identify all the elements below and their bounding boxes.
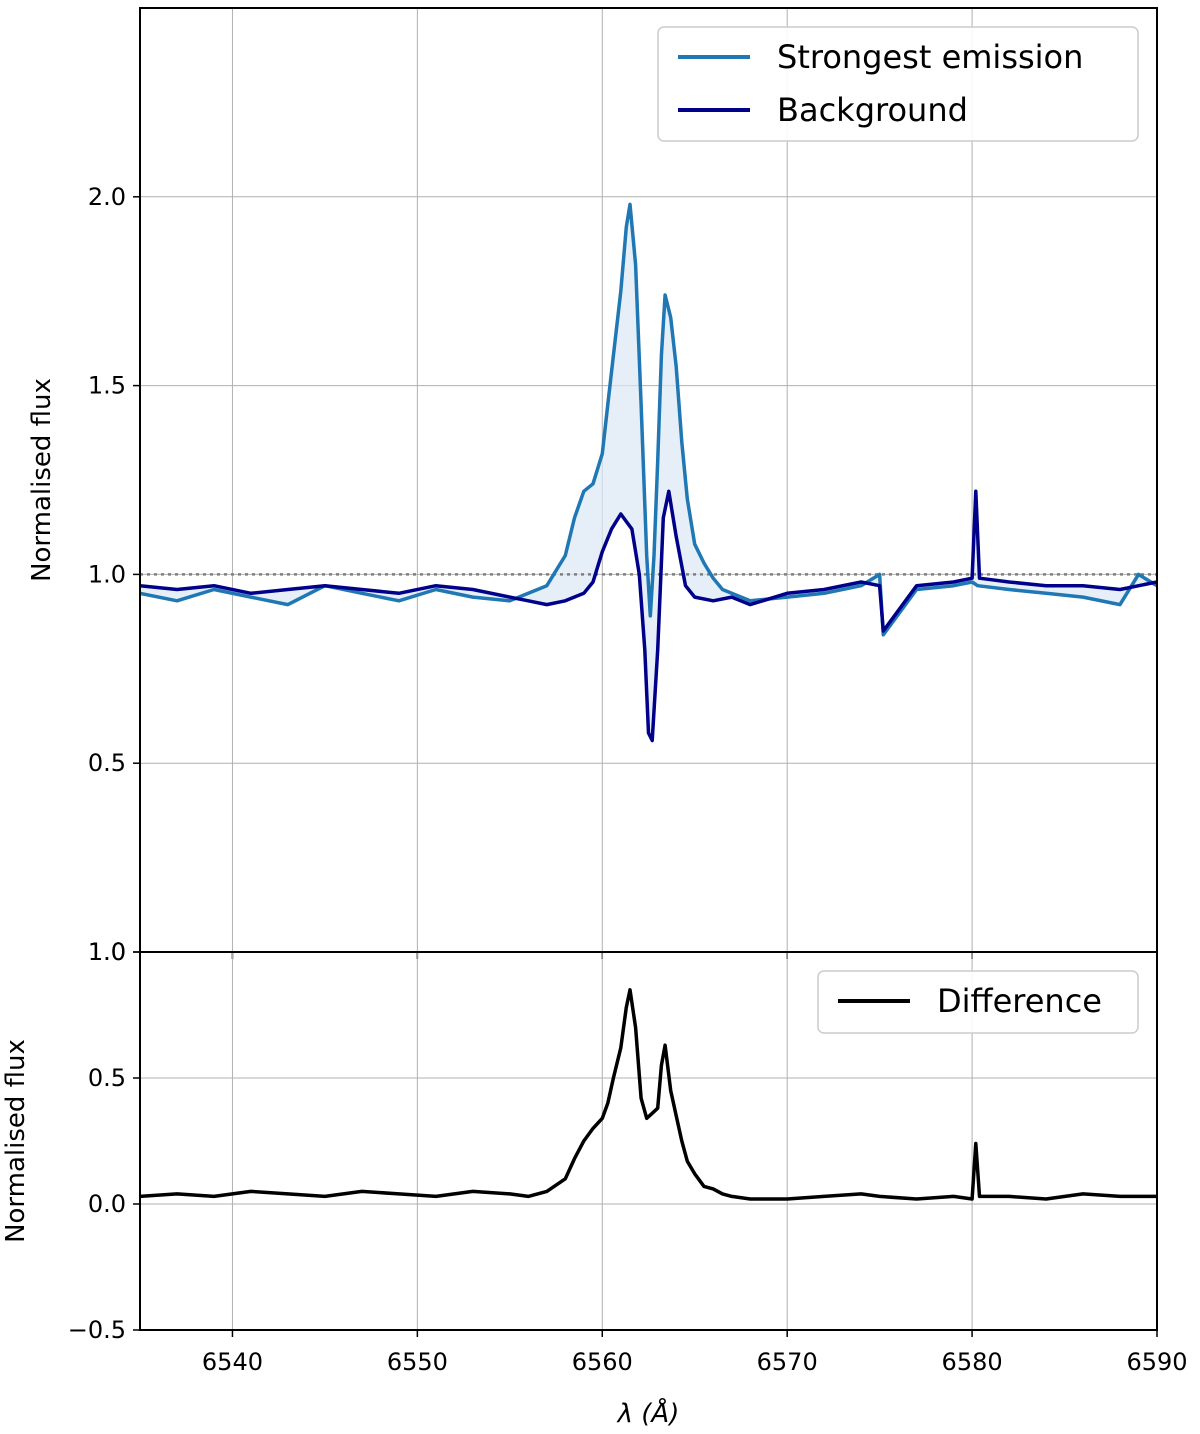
legend-label: Difference <box>937 982 1102 1020</box>
plot-area <box>140 988 1157 1201</box>
y-tick-label: 1.0 <box>88 560 126 588</box>
x-tick-label: 6580 <box>942 1348 1003 1376</box>
legend: Difference <box>817 970 1139 1034</box>
y-tick-label: −0.5 <box>68 1316 126 1344</box>
y-tick-label: 0.5 <box>88 749 126 777</box>
top-panel: 1.0 0.5 1.0 1.5 2.0 Normalised flux Strongest … <box>27 7 1158 966</box>
plot-area <box>140 202 1157 743</box>
y-tick-label: 1.0 <box>88 938 126 966</box>
y-tick-label: 0.5 <box>88 1064 126 1092</box>
legend-label: Strongest emission <box>777 38 1083 76</box>
y-axis-label: Normalised flux <box>1 1039 31 1243</box>
y-axis-label: Normalised flux <box>27 378 57 582</box>
x-tick-label: 6570 <box>757 1348 818 1376</box>
series-line-difference <box>140 988 1157 1201</box>
legend-label: Background <box>777 91 968 129</box>
y-tick-label: 0.0 <box>88 1190 126 1218</box>
fill-between-area <box>140 204 1157 741</box>
legend-box <box>817 970 1139 1034</box>
bottom-panel: −0.5 0.0 0.5 1.0 6540 6550 6560 6570 6580 6590 Nor… <box>1 938 1188 1429</box>
x-axis-label: λ (Å) <box>616 1397 680 1429</box>
x-tick-label: 6560 <box>572 1348 633 1376</box>
y-tick-label: 1.0 <box>88 938 126 966</box>
axes-frame <box>139 951 1158 1331</box>
legend: Strongest emission Background <box>657 26 1139 142</box>
y-tick-label: 2.0 <box>88 183 126 211</box>
x-tick-label: 6590 <box>1126 1348 1187 1376</box>
legend-box <box>657 26 1139 142</box>
y-tick-label: 1.5 <box>88 372 126 400</box>
series-line-background <box>140 489 1157 743</box>
series-line-strongest-emission <box>140 202 1157 637</box>
x-tick-label: 6540 <box>202 1348 263 1376</box>
x-tick-label: 6550 <box>387 1348 448 1376</box>
axes-frame <box>139 7 1158 953</box>
